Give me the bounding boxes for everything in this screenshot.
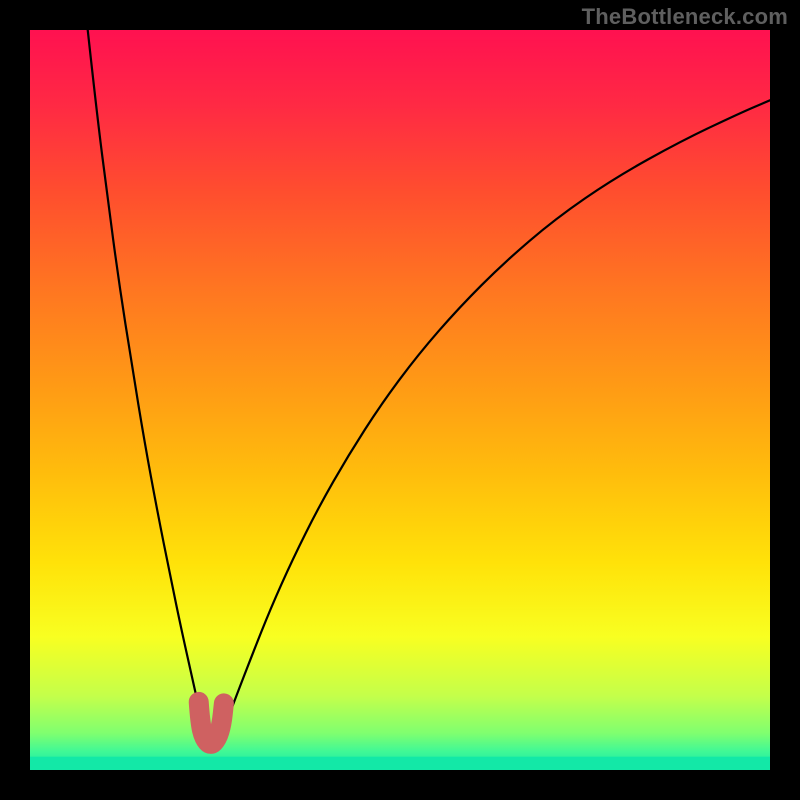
chart-frame: TheBottleneck.com — [0, 0, 800, 800]
gradient-background — [30, 30, 770, 770]
watermark-text: TheBottleneck.com — [582, 4, 788, 30]
bottom-green-band — [30, 757, 770, 770]
bottleneck-chart — [30, 30, 770, 770]
